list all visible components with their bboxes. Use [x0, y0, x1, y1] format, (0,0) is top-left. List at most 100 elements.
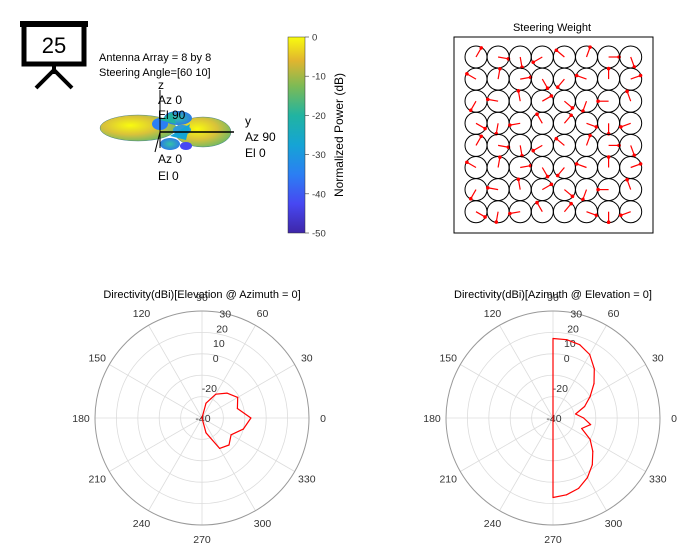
directivity-point: [242, 428, 244, 430]
polar-angle-label: 30: [652, 353, 664, 365]
weight-tip: [498, 66, 502, 71]
directivity-point: [586, 477, 589, 479]
polar-angle-label: 120: [484, 308, 502, 320]
directivity-point: [236, 407, 238, 410]
weight-tip: [485, 97, 490, 102]
weight-tip: [606, 155, 611, 159]
weight-tip: [516, 177, 521, 182]
polar-grid-spoke: [109, 417, 203, 472]
weight-tip: [483, 126, 487, 131]
polar-grid-spoke: [201, 417, 256, 511]
polar-angle-label: 210: [439, 474, 457, 486]
polar-grid-spoke: [109, 364, 203, 419]
directivity-point: [589, 353, 591, 356]
weight-tip: [555, 85, 560, 89]
polar-angle-label: 330: [298, 474, 316, 486]
weight-tip: [535, 200, 539, 205]
polar-angle-label: 210: [88, 474, 106, 486]
polar-angle-label: 150: [88, 353, 106, 365]
weight-tip: [554, 136, 559, 141]
polar-grid-spoke: [201, 417, 295, 472]
directivity-point: [552, 337, 554, 340]
presentation-board-icon: 25: [20, 21, 88, 90]
weight-tip: [508, 123, 512, 127]
weight-tip: [516, 89, 521, 93]
polar-grid-spoke: [460, 364, 554, 419]
polar-radial-label: 20: [567, 323, 579, 335]
polar-radial-label: 0: [564, 353, 570, 365]
weight-tip: [545, 86, 550, 90]
weight-tip: [569, 113, 573, 118]
polar-grid-spoke: [552, 325, 607, 419]
directivity-point: [584, 405, 586, 408]
weight-tip: [508, 211, 512, 216]
directivity-point: [250, 417, 252, 419]
weight-tip: [570, 194, 575, 199]
x-el-label: El 0: [158, 169, 179, 183]
polar-radial-label: -20: [202, 383, 217, 395]
directivity-point: [566, 339, 568, 341]
directivity-point: [583, 417, 585, 419]
weight-tip: [554, 48, 559, 53]
weight-tip: [625, 177, 629, 182]
polar-angle-label: 60: [257, 308, 269, 320]
polar-radial-label: -20: [553, 383, 568, 395]
z-axis-label: z: [158, 78, 164, 92]
directivity-point: [237, 396, 239, 398]
polar-angle-label: 60: [608, 308, 620, 320]
array-size-label: Antenna Array = 8 by 8: [99, 52, 211, 64]
weight-tip: [569, 201, 573, 206]
polar-elevation-plot: 0 30 60 90 120 150 180 210 240 270 300 330 30 20 10 0 -2…: [72, 292, 326, 546]
weight-tip: [588, 45, 592, 49]
polar-azimuth-panel: Directivity(dBi)[Azimuth @ Elevation = 0…: [423, 289, 677, 546]
polar-grid-spoke: [499, 325, 554, 419]
polar-angle-label: 180: [72, 413, 90, 425]
colorbar-tick-label: -20: [312, 111, 326, 122]
directivity-point: [215, 393, 217, 395]
directivity-point: [590, 424, 592, 426]
steering-weight-panel: Steering Weight: [453, 22, 654, 234]
directivity-point: [593, 368, 595, 370]
weight-tip: [594, 213, 599, 218]
polar-radial-label: -40: [546, 413, 561, 425]
directivity-point: [552, 496, 554, 499]
polar-angle-label: 240: [484, 518, 502, 530]
colorbar-tick-label: 0: [312, 33, 317, 44]
weight-tip: [619, 213, 623, 218]
z-el-label: El 90: [158, 108, 186, 122]
polar-angle-label: 300: [254, 518, 272, 530]
directivity-point: [578, 487, 580, 489]
directivity-point: [575, 413, 577, 415]
weight-tip: [498, 155, 502, 159]
polar-outer-ring: [445, 310, 661, 526]
polar-grid-spoke: [201, 325, 256, 419]
polar-angle-label: 0: [320, 413, 326, 425]
weight-tip: [479, 134, 484, 139]
weight-tip: [574, 162, 579, 166]
directivity-curve: [552, 337, 595, 499]
directivity-point: [230, 434, 232, 436]
weight-tip: [581, 197, 585, 202]
weight-tip: [625, 89, 629, 94]
polar-angle-label: 270: [193, 534, 211, 546]
z-az-label: Az 0: [158, 93, 182, 107]
weight-tip: [485, 185, 490, 190]
polar-grid-spoke: [552, 417, 646, 472]
weight-tip: [570, 106, 575, 110]
weight-tip: [531, 148, 536, 153]
weight-tip: [468, 196, 473, 201]
polar-radial-label: 20: [216, 323, 228, 335]
weight-tip: [606, 132, 611, 136]
colorbar-ticks: 0 -10 -20 -30 -40 -50: [305, 33, 326, 240]
weight-tip: [468, 108, 473, 113]
polar-radial-label: -40: [195, 413, 210, 425]
weight-tip: [596, 99, 600, 103]
polar-grid-spoke: [201, 364, 295, 419]
directivity-point: [579, 344, 581, 346]
x-axis: [154, 131, 161, 153]
directivity-point: [565, 494, 568, 496]
polar-elevation-title: Directivity(dBi)[Elevation @ Azimuth = 0…: [103, 289, 300, 301]
colorbar-tick-label: -10: [312, 72, 326, 83]
weight-tip: [632, 65, 637, 69]
